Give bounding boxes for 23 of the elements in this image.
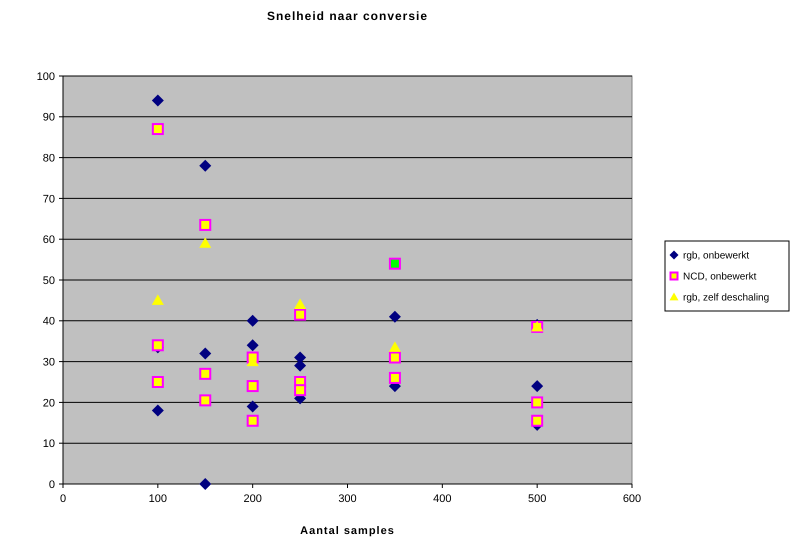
y-tick-label: 100 <box>36 70 55 83</box>
y-tick-label: 60 <box>42 234 55 246</box>
chart-title: Snelheid naar conversie <box>266 9 428 23</box>
y-tick-label: 90 <box>42 112 55 124</box>
y-tick-label: 30 <box>42 356 55 368</box>
legend-label: NCD, onbewerkt <box>683 272 757 282</box>
legend-label: rgb, zelf deschaling <box>683 292 770 304</box>
x-tick-label: 200 <box>243 493 262 505</box>
y-tick-label: 40 <box>42 316 55 328</box>
x-axis-title: Aantal samples <box>300 525 395 537</box>
x-tick-label: 500 <box>528 493 546 505</box>
x-tick-label: 300 <box>338 493 357 505</box>
legend-label: rgb, onbewerkt <box>683 250 750 262</box>
x-tick-label: 0 <box>60 493 66 505</box>
y-tick-label: 10 <box>42 438 55 450</box>
x-tick-label: 100 <box>148 493 168 505</box>
y-tick-label: 20 <box>42 397 55 410</box>
y-tick-label: 50 <box>42 274 55 287</box>
y-tick-label: 80 <box>42 152 55 164</box>
y-tick-label: 0 <box>48 478 55 491</box>
x-tick-label: 400 <box>433 493 452 505</box>
x-tick-label: 600 <box>622 493 642 505</box>
y-tick-label: 70 <box>42 193 55 206</box>
